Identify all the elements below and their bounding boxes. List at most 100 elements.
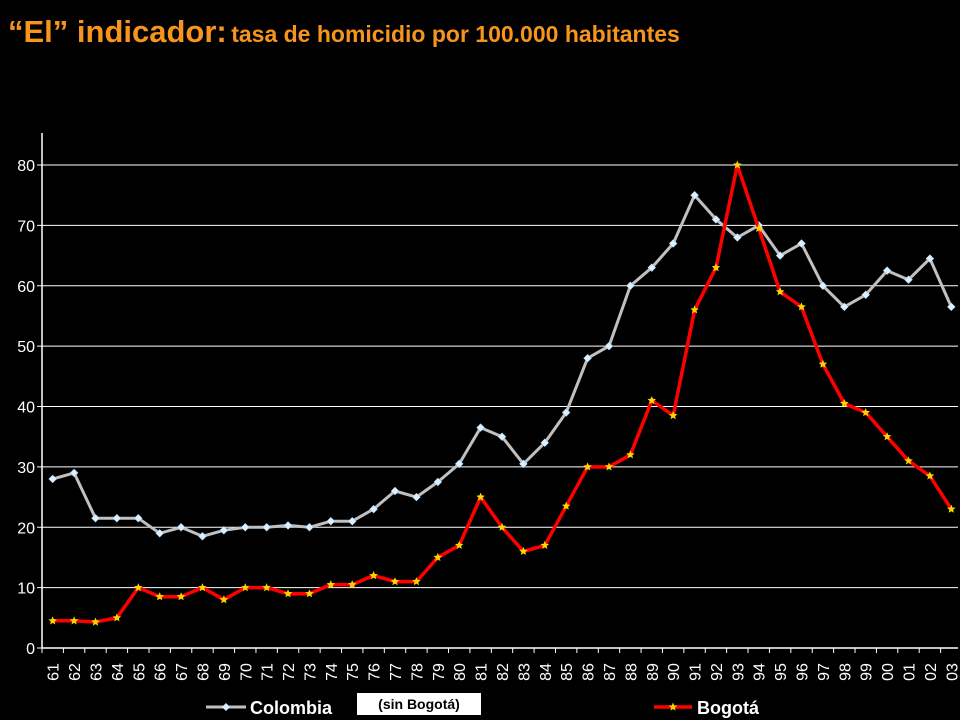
point-1-79 (433, 552, 443, 562)
series-line-1 (52, 163, 953, 624)
point-1-92 (711, 263, 721, 272)
point-0-67 (176, 522, 186, 532)
point-0-64 (112, 513, 122, 523)
point-1-99 (861, 408, 870, 417)
point-0-65 (133, 513, 143, 523)
point-1-80 (454, 540, 464, 549)
point-0-02 (925, 254, 935, 263)
point-0-86 (583, 353, 592, 363)
x-tick-label-02: 02 (923, 663, 940, 681)
point-0-75 (347, 516, 357, 526)
point-1-78 (412, 577, 421, 586)
point-0-00 (882, 266, 892, 276)
x-tick-label-71: 71 (260, 663, 277, 681)
point-0-63 (91, 513, 100, 523)
point-1-70 (241, 583, 250, 592)
point-1-01 (904, 456, 913, 465)
point-1-64 (112, 613, 122, 622)
x-tick-label-63: 63 (88, 663, 105, 681)
point-0-77 (390, 486, 400, 496)
point-0-90 (668, 239, 678, 248)
x-tick-label-90: 90 (666, 663, 683, 681)
x-tick-label-74: 74 (324, 663, 341, 681)
x-tick-label-94: 94 (752, 663, 769, 681)
y-tick-label-50: 50 (17, 339, 35, 356)
x-tick-label-80: 80 (452, 663, 469, 681)
point-0-79 (433, 477, 443, 487)
point-1-94 (754, 223, 763, 232)
x-tick-label-92: 92 (709, 663, 726, 681)
legend-label-bogota: Bogotá (697, 698, 760, 718)
point-0-95 (775, 251, 785, 260)
y-axis-ticks: 0 10 20 30 40 50 60 70 80 (17, 158, 42, 658)
x-tick-label-70: 70 (238, 663, 255, 681)
legend-marker-bogota (668, 702, 678, 711)
point-0-73 (305, 522, 314, 532)
x-tick-label-93: 93 (730, 663, 747, 681)
y-tick-label-80: 80 (17, 158, 35, 175)
x-tick-label-82: 82 (495, 663, 512, 681)
x-tick-label-99: 99 (859, 663, 876, 681)
point-0-87 (604, 341, 614, 351)
point-0-85 (561, 408, 571, 417)
chart-title: “El” indicador: tasa de homicidio por 10… (8, 14, 680, 50)
legend-note-sin-bogota: (sin Bogotá) (378, 696, 460, 712)
legend: Colombia (sin Bogotá) Bogotá (206, 693, 760, 718)
x-tick-label-81: 81 (474, 663, 491, 681)
x-tick-label-03: 03 (944, 663, 960, 681)
x-tick-label-84: 84 (538, 663, 555, 681)
y-tick-label-10: 10 (17, 581, 35, 598)
point-1-90 (668, 411, 678, 420)
x-tick-label-96: 96 (795, 663, 812, 681)
point-0-01 (904, 275, 913, 285)
x-tick-label-97: 97 (816, 663, 833, 681)
series-bogot (48, 160, 956, 626)
x-tick-label-86: 86 (581, 663, 598, 681)
series-colombia (48, 190, 956, 541)
x-tick-label-72: 72 (281, 663, 298, 681)
point-0-03 (946, 302, 956, 312)
point-1-03 (947, 504, 956, 513)
x-tick-label-77: 77 (388, 663, 405, 681)
x-tick-label-62: 62 (67, 663, 84, 681)
point-1-98 (840, 399, 849, 408)
point-0-82 (497, 432, 507, 442)
point-0-99 (861, 290, 871, 300)
point-0-91 (690, 190, 699, 200)
point-0-83 (519, 459, 528, 469)
x-tick-label-00: 00 (880, 663, 897, 681)
x-tick-label-65: 65 (131, 663, 148, 681)
x-axis-ticks: 61 62 63 64 65 66 67 68 69 70 71 72 73 74 75 76 77 78 79 80… (41, 648, 960, 681)
point-1-63 (91, 617, 100, 626)
point-1-65 (134, 583, 143, 592)
point-1-83 (519, 546, 528, 555)
point-1-67 (176, 592, 186, 601)
x-tick-label-01: 01 (902, 663, 919, 681)
point-1-75 (348, 580, 357, 589)
point-1-91 (690, 305, 699, 314)
x-tick-label-78: 78 (409, 663, 426, 681)
point-0-84 (540, 438, 550, 448)
y-tick-label-0: 0 (26, 641, 35, 658)
x-tick-label-89: 89 (645, 663, 662, 681)
point-0-70 (240, 522, 250, 532)
point-1-81 (476, 492, 485, 501)
point-0-80 (454, 459, 464, 469)
point-1-88 (626, 450, 635, 459)
point-0-96 (797, 239, 806, 248)
point-1-95 (775, 287, 785, 296)
point-0-69 (219, 525, 229, 535)
title-main: “El” indicador: (8, 14, 227, 49)
x-tick-label-68: 68 (195, 663, 212, 681)
point-0-89 (647, 263, 657, 272)
point-1-87 (604, 462, 614, 471)
y-tick-label-70: 70 (17, 218, 35, 235)
point-0-76 (369, 504, 378, 514)
point-0-74 (326, 516, 336, 526)
x-tick-label-64: 64 (110, 663, 127, 681)
point-0-93 (732, 233, 742, 242)
point-1-74 (326, 580, 336, 589)
x-tick-label-87: 87 (602, 663, 619, 681)
y-tick-label-60: 60 (17, 279, 35, 296)
point-0-78 (412, 492, 421, 502)
